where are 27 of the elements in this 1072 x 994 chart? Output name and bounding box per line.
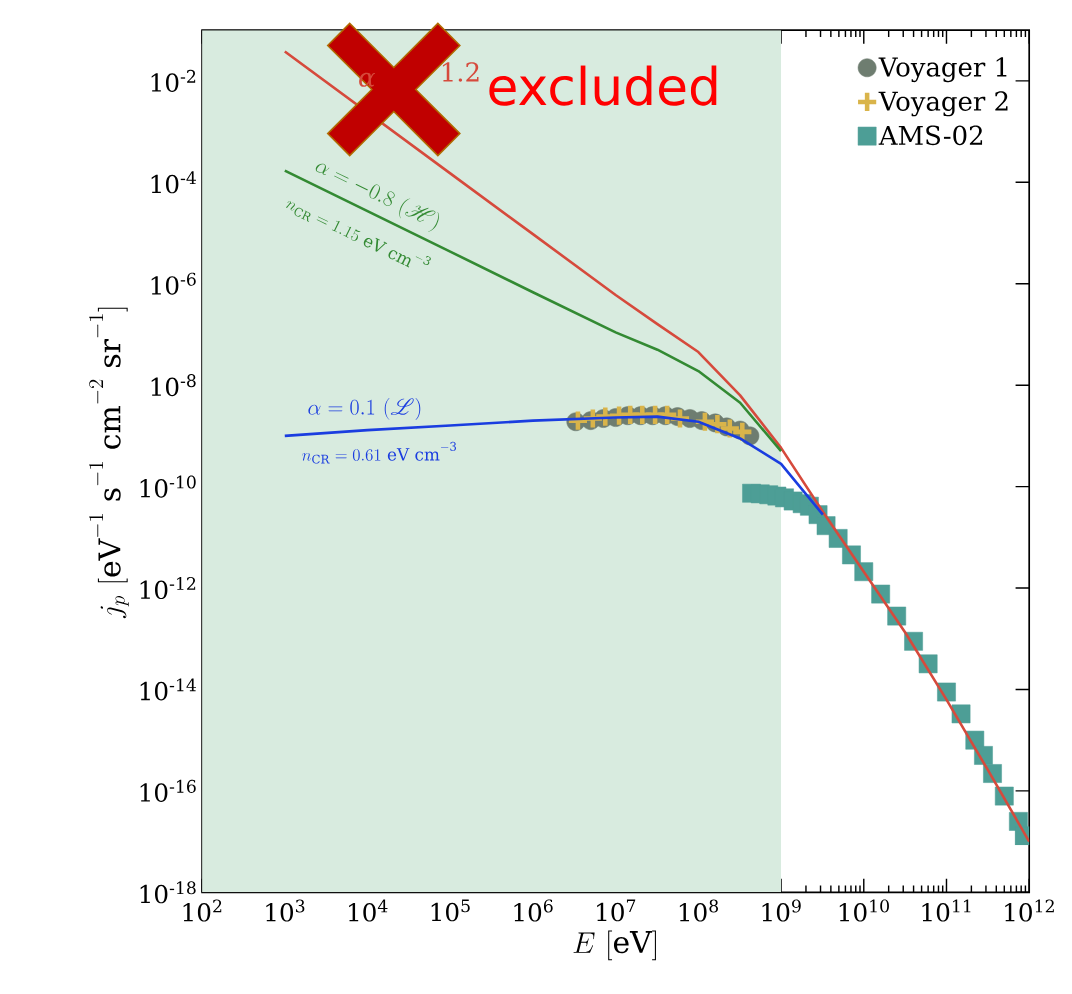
y-tick-label: 10$^{-10}$ — [140, 475, 196, 498]
x-tick-label: 10$^{8}$ — [679, 899, 719, 922]
x-tick-label: 10$^{3}$ — [266, 899, 305, 922]
x-tick-label: 10$^{7}$ — [597, 899, 636, 922]
y-tick-label: 10$^{-12}$ — [140, 577, 196, 600]
x-tick-label: 10$^{4}$ — [349, 899, 388, 922]
y-tick-label: 10$^{-4}$ — [151, 171, 196, 194]
x-tick-label: 10$^{5}$ — [431, 899, 470, 922]
y-axis-title: $j_p\ [\mathrm{eV}^{-1}\ \mathrm{s}^{-1}\ \mathrm{cm}^{-2}\ \mathrm{sr}^{-1}]$ — [89, 307, 129, 619]
y-tick-label: 10$^{-16}$ — [140, 780, 196, 803]
x-tick-label: 10$^{6}$ — [514, 899, 553, 922]
annotation: $\alpha = 0.1\ (\mathscr{L})$ — [308, 398, 421, 421]
y-tick-label: 10$^{-6}$ — [151, 272, 196, 296]
y-tick-label: 10$^{-14}$ — [140, 678, 196, 701]
x-tick-label: 10$^{10}$ — [839, 899, 889, 922]
legend-label: AMS-02 — [878, 125, 983, 146]
x-tick-label: 10$^{11}$ — [922, 899, 971, 922]
legend-label: Voyager 1 — [878, 57, 1007, 83]
y-tick-label: 10$^{-8}$ — [151, 374, 196, 397]
legend-label: Voyager 2 — [878, 91, 1008, 117]
x-axis-title: $E\ [\mathrm{eV}]$ — [573, 930, 656, 961]
annotation: 1.2 — [442, 62, 479, 83]
y-tick-label: 10$^{-2}$ — [151, 70, 196, 93]
x-tick-label: 10$^{9}$ — [762, 899, 801, 922]
annotation: excluded — [489, 65, 717, 106]
annotation: $n_{\mathrm{CR}} = 0.61\ \mathrm{eV\ cm^{-3}}$ — [302, 442, 457, 464]
x-tick-label: 10$^{12}$ — [1005, 899, 1054, 922]
